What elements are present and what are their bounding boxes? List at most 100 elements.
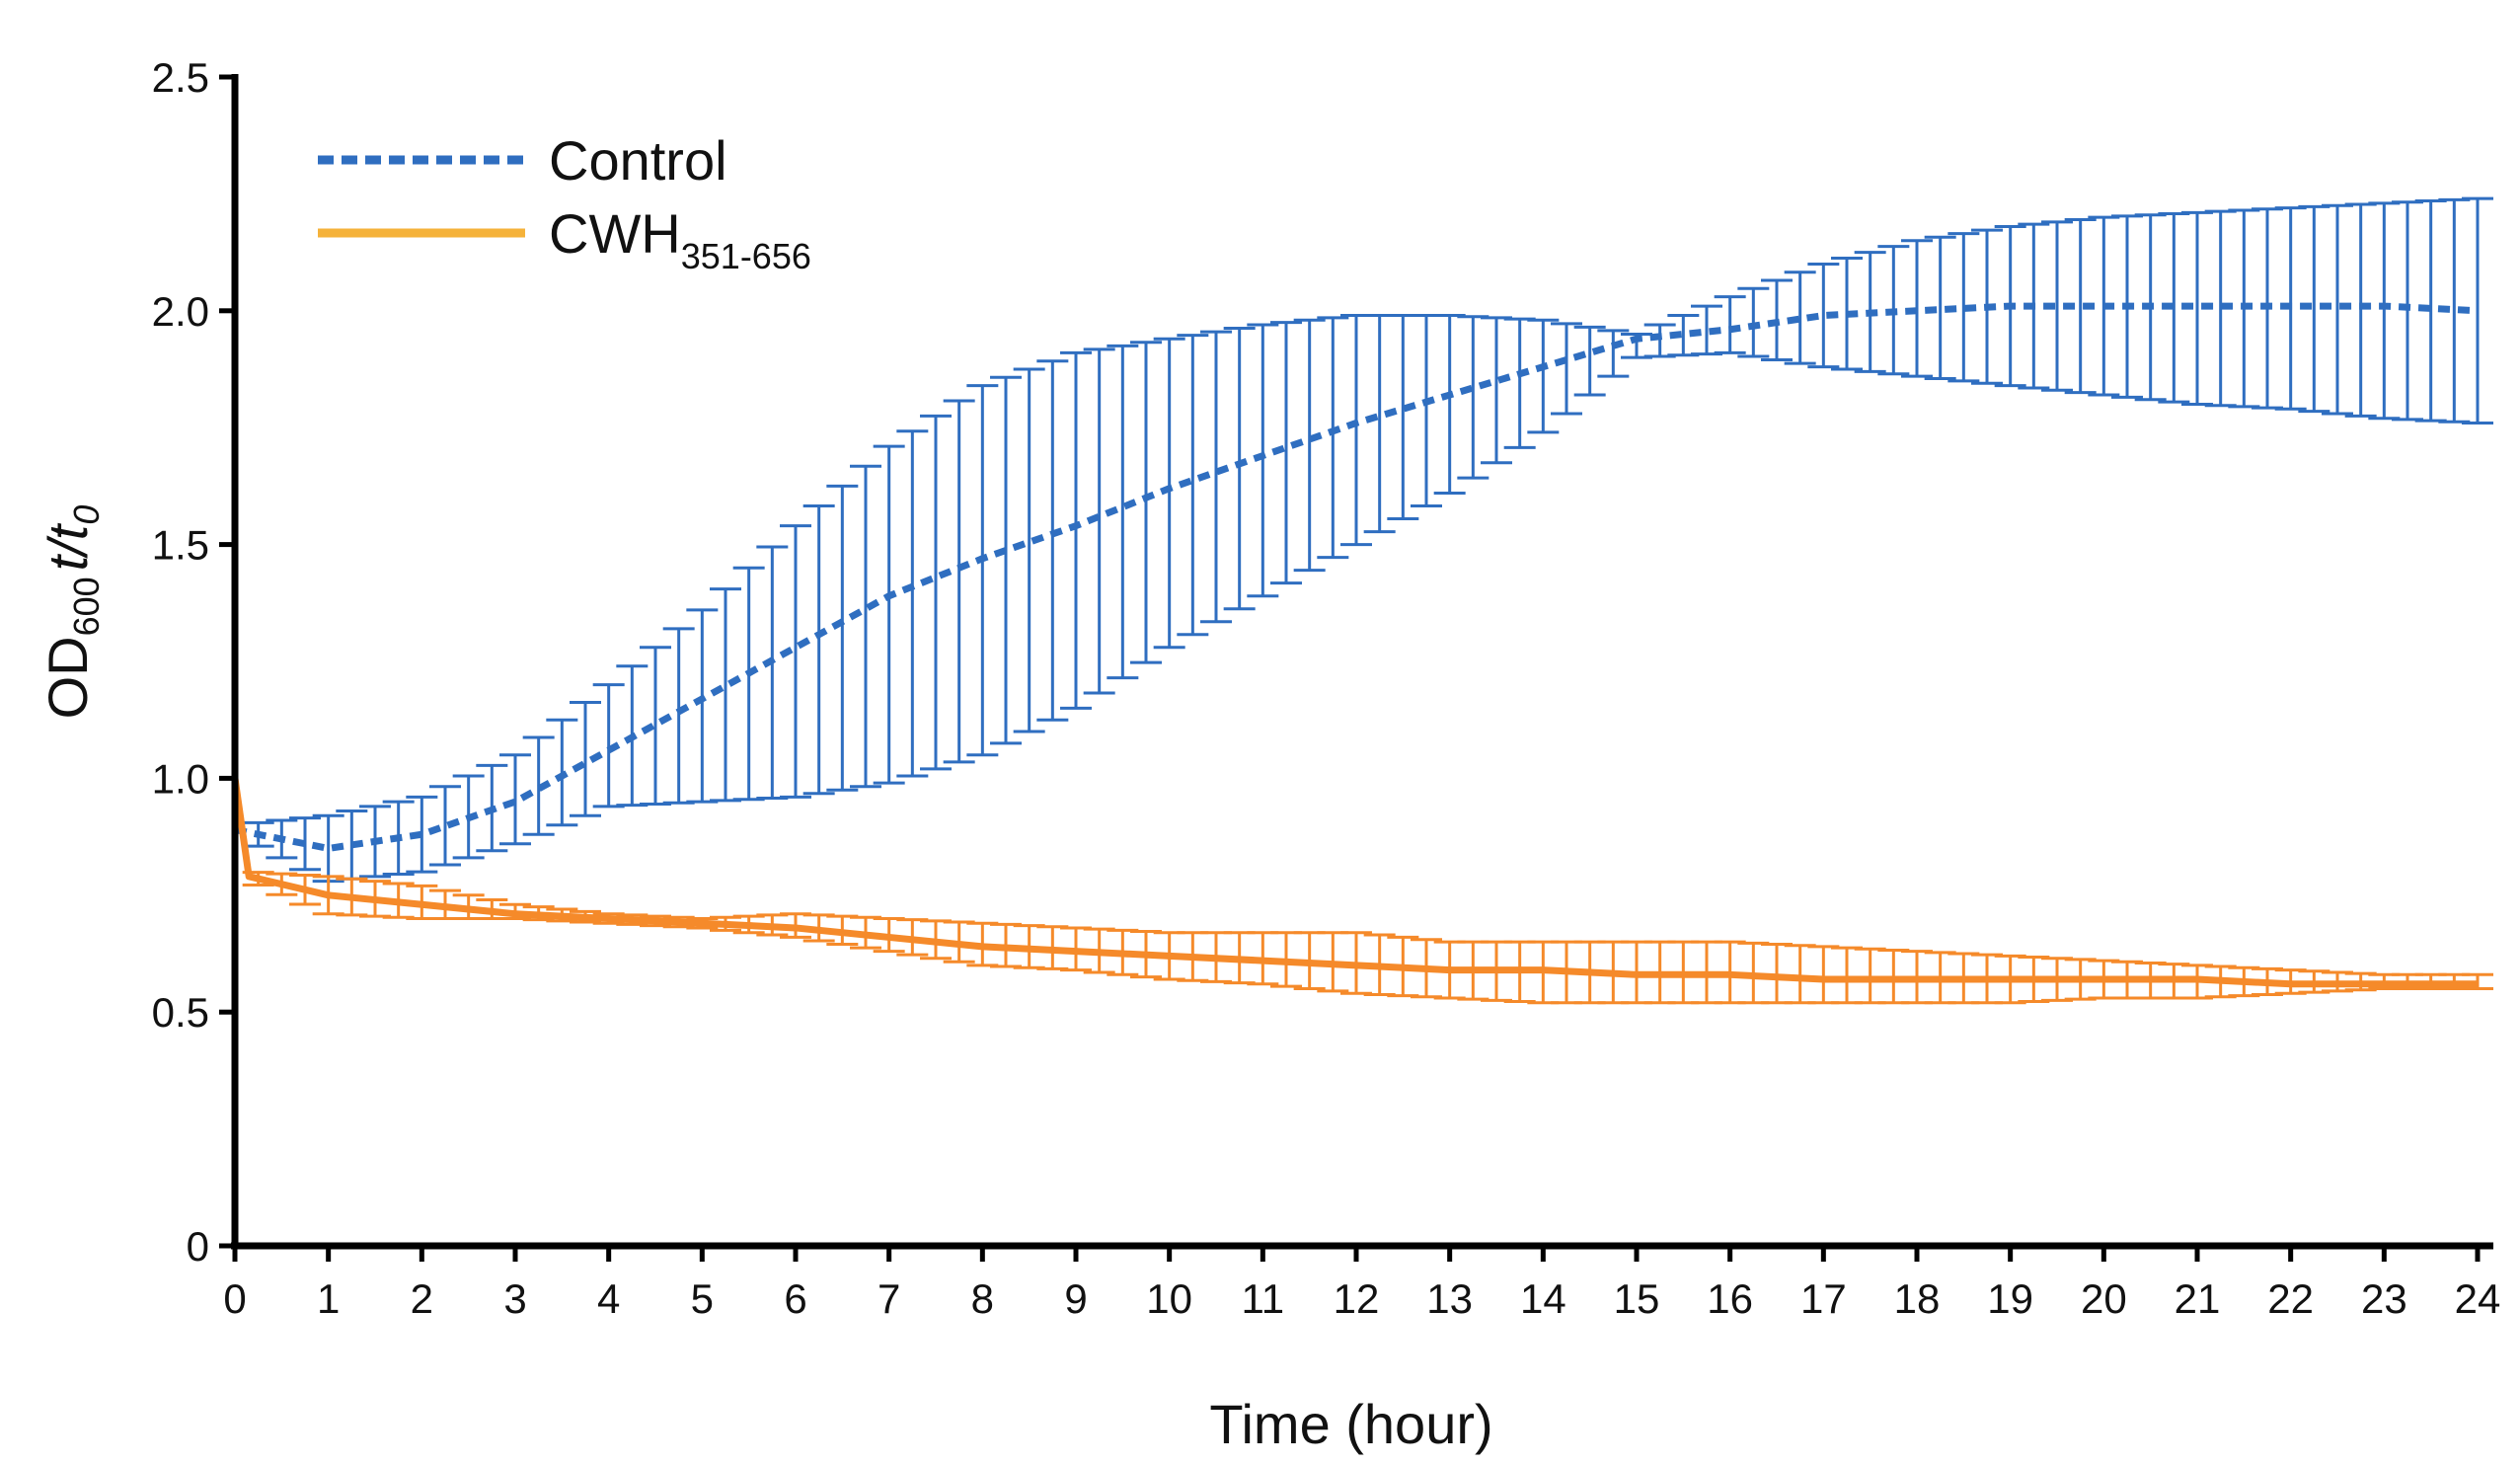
error-bar-control: [1387, 314, 1419, 521]
x-tick-label: 19: [1987, 1275, 2033, 1322]
error-bar-control: [570, 700, 601, 817]
error-bar-control: [499, 753, 531, 846]
x-tick-label: 16: [1707, 1275, 1753, 1322]
legend-label-control: Control: [549, 129, 727, 192]
error-bar-control: [1947, 232, 1980, 383]
error-bar-control: [1573, 325, 1606, 397]
x-tick-label: 6: [784, 1275, 806, 1322]
x-tick-label: 9: [1064, 1275, 1087, 1322]
series-lines-layer: [231, 302, 2479, 988]
error-bar-control: [1036, 359, 1069, 722]
error-bar-control: [826, 484, 859, 792]
x-tick-label: 2: [411, 1275, 433, 1322]
y-axis-title-od-subscript: 600: [66, 577, 107, 636]
x-tick-label: 15: [1614, 1275, 1660, 1322]
x-tick-label: 23: [2361, 1275, 2407, 1322]
error-bar-control: [896, 429, 929, 778]
error-bar-control: [1457, 315, 1489, 480]
x-tick-label: 18: [1894, 1275, 1941, 1322]
error-bar-control: [1597, 329, 1630, 378]
error-bar-control: [1083, 347, 1115, 695]
x-tick-label: 4: [597, 1275, 620, 1322]
error-bar-control: [1433, 314, 1466, 496]
error-bar-control: [802, 504, 835, 796]
error-bar-control: [1807, 262, 1840, 369]
error-bar-control: [1551, 322, 1582, 416]
y-tick-label: 2.5: [152, 54, 209, 101]
error-bar-control: [1643, 323, 1676, 358]
error-bar-control: [873, 444, 905, 785]
error-bar-control: [966, 384, 999, 757]
x-tick-label: 13: [1426, 1275, 1473, 1322]
error-bar-control: [920, 414, 952, 771]
error-bar-control: [2368, 201, 2401, 421]
error-bar-control: [289, 816, 321, 872]
y-tick-label: 2.0: [152, 288, 209, 335]
error-bar-control: [429, 785, 461, 867]
legend-label-cwh-main: CWH: [549, 202, 681, 265]
x-tick-label: 12: [1334, 1275, 1380, 1322]
y-tick-label: 1.0: [152, 755, 209, 802]
legend-label-cwh-subscript: 351-656: [681, 236, 811, 276]
error-bar-control: [1060, 350, 1092, 710]
x-axis-title: Time (hour): [1209, 1393, 1492, 1455]
error-bar-control: [686, 608, 719, 804]
series-line-control: [234, 302, 2479, 852]
x-tick-label: 22: [2267, 1275, 2314, 1322]
error-bar-cwh: [1854, 947, 1886, 1005]
y-tick-label: 0.5: [152, 989, 209, 1036]
x-tick-label: 11: [1242, 1275, 1285, 1322]
x-tick-label: 5: [691, 1275, 714, 1322]
series-line-cwh: [231, 777, 2478, 988]
x-tick-label: 10: [1146, 1275, 1192, 1322]
y-axis-title-od: OD: [37, 636, 99, 719]
error-bar-control: [406, 795, 438, 874]
y-axis-title: OD600 t/t0: [37, 505, 107, 720]
error-bars-control: [242, 196, 2493, 884]
error-bar-control: [2064, 217, 2097, 395]
x-tick-label: 7: [878, 1275, 900, 1322]
error-bar-control: [1317, 316, 1349, 560]
error-bar-control: [1737, 286, 1770, 358]
error-bar-control: [2322, 203, 2353, 416]
error-bar-control: [1293, 318, 1326, 573]
x-tick-label: 0: [223, 1275, 246, 1322]
error-bar-control: [1714, 295, 1746, 354]
error-bars-cwh: [242, 871, 2493, 1005]
error-bar-control: [2041, 220, 2073, 392]
error-bar-cwh: [1784, 944, 1816, 1005]
y-axis-title-ratio-subscript: 0: [66, 505, 107, 525]
error-bar-control: [1223, 327, 1256, 611]
x-tick-label: 24: [2455, 1275, 2501, 1322]
error-bar-control: [1177, 334, 1209, 637]
x-tick-label: 14: [1520, 1275, 1566, 1322]
error-bar-control: [780, 524, 811, 799]
error-bar-control: [1270, 321, 1302, 585]
x-tick-label: 3: [503, 1275, 526, 1322]
legend: Control CWH351-656: [318, 129, 811, 276]
error-bar-control: [1153, 337, 1185, 650]
error-bar-control: [1247, 323, 1279, 598]
error-bar-control: [1784, 270, 1816, 365]
error-bar-control: [1503, 317, 1536, 449]
y-axis-title-ratio: t/t: [37, 522, 99, 571]
y-tick-label: 0: [187, 1223, 209, 1270]
error-bar-control: [640, 646, 671, 806]
error-bar-control: [1107, 344, 1139, 680]
error-bar-control: [1340, 314, 1372, 547]
x-tick-label: 20: [2081, 1275, 2127, 1322]
error-bar-control: [1481, 316, 1512, 465]
x-tick-label: 1: [317, 1275, 340, 1322]
error-bar-control: [1363, 314, 1396, 534]
error-bar-control: [1200, 330, 1232, 624]
x-tick-label: 21: [2175, 1275, 2221, 1322]
error-bar-control: [756, 545, 789, 801]
y-tick-label: 1.5: [152, 522, 209, 569]
error-bar-control: [850, 464, 881, 789]
ticks-layer: 0 1 2 3 4 5 6 7 8 9 10 11 12 13 14 15 16 17 18 19 20 21 22 23 24…: [152, 54, 2501, 1322]
error-bar-control: [2344, 202, 2377, 418]
error-bars-layer: [242, 196, 2493, 1005]
error-bar-control: [1924, 235, 1956, 380]
x-tick-label: 8: [971, 1275, 994, 1322]
